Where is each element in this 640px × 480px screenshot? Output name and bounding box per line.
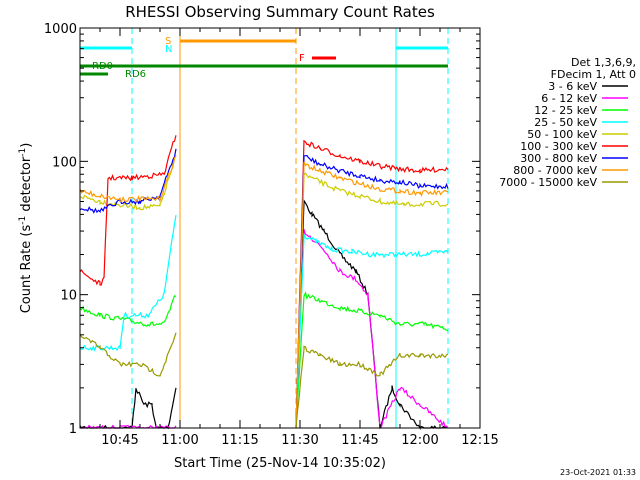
- series-line-2-before-gap: [79, 295, 177, 328]
- x-tick-label-1: 11:00: [161, 433, 198, 448]
- legend-label-8: 7000 - 15000 keV: [499, 176, 597, 189]
- legend-label-3: 25 - 50 keV: [534, 116, 597, 129]
- series-line-5-before-gap: [79, 135, 177, 286]
- series-line-4-before-gap: [79, 155, 177, 211]
- series-line-6-after-gap: [295, 154, 449, 427]
- axes: 10:45 11:00 11:15 11:30 11:45 12:00 12:15 1 10 10…: [44, 22, 499, 448]
- legend-label-5: 100 - 300 keV: [520, 140, 597, 153]
- legend-label-7: 800 - 7000 keV: [513, 164, 597, 177]
- series-line-3-before-gap: [79, 215, 177, 352]
- series-line-4-after-gap: [295, 172, 449, 426]
- legend-label-1: 6 - 12 keV: [541, 92, 597, 105]
- y-tick-label-2: 100: [52, 155, 77, 170]
- saa-label: S: [165, 36, 171, 47]
- legend-header-line-1: Det 1,3,6,9,: [571, 56, 636, 69]
- series-line-7-before-gap: [79, 155, 177, 203]
- series-line-0-after-gap: [295, 198, 449, 431]
- series-line-2-after-gap: [295, 290, 449, 429]
- series-line-8-before-gap: [79, 332, 177, 377]
- series-line-8-after-gap: [295, 345, 449, 428]
- legend-label-0: 3 - 6 keV: [548, 80, 597, 93]
- x-tick-label-0: 10:45: [101, 433, 138, 448]
- y-tick-label-0: 1: [69, 422, 77, 437]
- x-tick-label-4: 11:45: [341, 433, 378, 448]
- series-lines: [79, 135, 449, 431]
- annotations: SN F RD0 RD6: [80, 36, 448, 80]
- y-tick-label-3: 1000: [44, 22, 77, 37]
- chart-title: RHESSI Observing Summary Count Rates: [125, 3, 435, 21]
- series-line-3-after-gap: [295, 232, 449, 429]
- legend-label-6: 300 - 800 keV: [520, 152, 597, 165]
- y-tick-label-1: 10: [60, 289, 77, 304]
- rd6-label: RD6: [125, 69, 146, 80]
- series-line-0-before-gap: [79, 387, 177, 430]
- interval-lines: [79, 28, 449, 428]
- night-label: N: [165, 44, 172, 55]
- footer-date: 23-Oct-2021 01:33: [560, 468, 636, 477]
- series-line-6-before-gap: [79, 148, 177, 214]
- x-axis-label: Start Time (25-Nov-14 10:35:02): [174, 456, 386, 471]
- series-line-5-after-gap: [295, 139, 449, 429]
- legend-label-4: 50 - 100 keV: [527, 128, 597, 141]
- plot-frame: [79, 27, 481, 429]
- rd0-label: RD0: [92, 61, 113, 72]
- y-axis-label: Count Rate (s-1 detector-1): [18, 143, 34, 314]
- x-tick-label-3: 11:30: [281, 433, 318, 448]
- x-tick-label-5: 12:00: [401, 433, 438, 448]
- legend-label-2: 12 - 25 keV: [534, 104, 597, 117]
- legend-header-line-2: FDecim 1, Att 0: [551, 68, 636, 81]
- flare-label: F: [299, 53, 305, 64]
- series-line-7-after-gap: [295, 161, 449, 429]
- series-line-1-after-gap: [295, 228, 449, 430]
- x-tick-label-2: 11:15: [221, 433, 258, 448]
- x-tick-label-6: 12:15: [461, 433, 498, 448]
